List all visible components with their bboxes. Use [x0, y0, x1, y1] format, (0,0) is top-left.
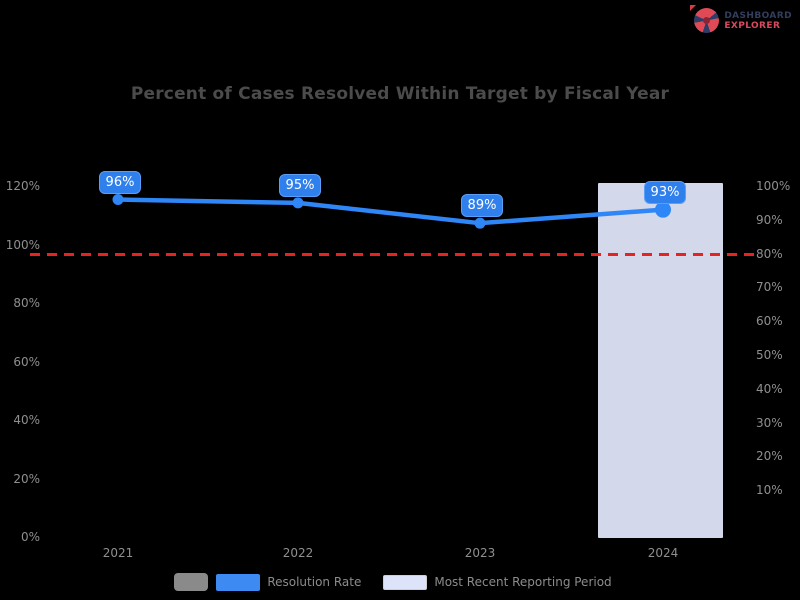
y-axis-tick-label-right: 60% [756, 314, 783, 329]
legend-swatch-line [216, 573, 261, 591]
y-axis-tick-label-right: 20% [756, 449, 783, 464]
x-axis-label: 2023 [464, 546, 496, 560]
y-axis-tick-label-right: 70% [756, 280, 783, 295]
data-point-marker[interactable] [112, 194, 124, 206]
page-title: Percent of Cases Resolved Within Target … [130, 84, 670, 104]
legend-handle[interactable] [174, 573, 209, 591]
x-axis-label: 2022 [282, 546, 314, 560]
y-axis-tick-label-left: 40% [13, 413, 40, 427]
data-point-marker[interactable] [474, 217, 486, 229]
y-axis-tick-label-right: 10% [756, 483, 783, 498]
logo-spark-icon [690, 5, 697, 11]
data-point-marker[interactable] [292, 197, 304, 209]
data-label-chip: 89% [461, 194, 503, 218]
logo-pie-icon [690, 5, 720, 33]
y-axis-tick-label-right: 40% [756, 381, 783, 396]
y-axis-tick-label-left: 120% [5, 179, 40, 193]
highlight-band [598, 183, 723, 538]
y-axis-tick-label-right: 50% [756, 348, 783, 362]
legend-label-line: Resolution Rate [267, 575, 362, 589]
y-axis-tick-label-left: 0% [20, 530, 40, 544]
y-axis-tick-label-left: 80% [13, 296, 40, 310]
brand-logo: DASHBOARD EXPLORER [690, 5, 792, 33]
data-label-chip: 95% [279, 173, 321, 197]
x-axis-label: 2024 [647, 546, 679, 560]
y-axis-tick-label-right: 100% [756, 179, 791, 193]
y-axis-tick-label-right: 30% [756, 415, 783, 430]
y-axis-tick-label-left: 100% [5, 237, 40, 252]
x-axis-label: 2021 [102, 546, 134, 560]
legend: Resolution Rate Most Recent Reporting Pe… [0, 570, 800, 594]
logo-text-line2: EXPLORER [724, 20, 781, 31]
y-axis-tick-label-right: 90% [756, 212, 783, 227]
target-threshold-line [30, 252, 757, 256]
legend-swatch-band [383, 574, 428, 590]
y-axis-tick-label-left: 20% [13, 471, 40, 486]
data-label-chip: 93% [644, 180, 686, 204]
data-label-chip: 96% [99, 170, 141, 194]
data-point-marker[interactable] [655, 201, 671, 218]
legend-item-band[interactable]: Most Recent Reporting Period [383, 574, 625, 590]
legend-item-line[interactable]: Resolution Rate [216, 573, 375, 591]
logo-text-line1: DASHBOARD [724, 10, 792, 21]
y-axis-tick-label-left: 60% [13, 354, 40, 369]
legend-label-band: Most Recent Reporting Period [434, 575, 612, 589]
y-axis-tick-label-right: 80% [756, 246, 783, 261]
